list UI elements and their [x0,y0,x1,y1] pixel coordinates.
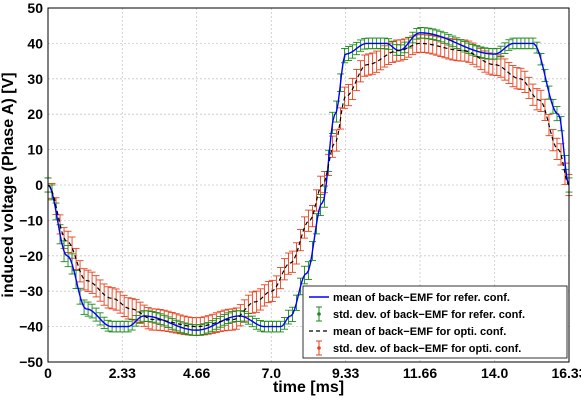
x-tick-label: 11.66 [403,365,437,381]
x-tick-label: 14.0 [481,365,508,381]
x-tick-label: 16.33 [551,365,581,381]
y-tick-label: 30 [27,71,43,87]
x-tick-label: 2.33 [109,365,136,381]
y-tick-label: 50 [27,0,43,16]
y-tick-label: −50 [19,354,43,370]
y-tick-label: 0 [35,177,43,193]
y-axis-label: induced voltage (Phase A) [V] [0,72,17,297]
y-tick-label: −40 [19,319,43,335]
x-tick-label: 7.0 [262,365,282,381]
x-axis-label: time [ms] [273,379,344,396]
y-tick-label: 40 [27,35,43,51]
opti-mean-line [47,42,570,328]
legend-label: mean of back−EMF for refer. conf. [333,292,510,304]
legend-label: mean of back−EMF for opti. conf. [333,326,506,338]
legend-label: std. dev. of back−EMF for opti. conf. [333,343,521,355]
legend-swatch-dot [317,312,321,316]
x-tick-label: 9.33 [332,365,359,381]
legend-label: std. dev. of back−EMF for refer. conf. [333,309,525,321]
y-tick-label: 20 [27,106,43,122]
legend: mean of back−EMF for refer. conf. std. de… [302,285,568,359]
x-tick-labels: 0 2.33 4.66 7.0 9.33 11.66 14.0 16.33 [44,365,581,381]
mean-lines [47,32,570,331]
y-tick-labels: 50 40 30 20 10 0 −10 −20 −30 −40 −50 [19,0,43,370]
legend-box [302,285,568,359]
x-tick-label: 4.66 [183,365,210,381]
x-tick-label: 0 [44,365,52,381]
y-tick-label: 10 [27,142,43,158]
y-tick-label: −10 [19,212,43,228]
y-tick-label: −30 [19,283,43,299]
y-tick-label: −20 [19,248,43,264]
legend-swatch-dot [317,346,321,350]
refer-mean-line [47,32,570,331]
plot-frame [47,7,570,363]
